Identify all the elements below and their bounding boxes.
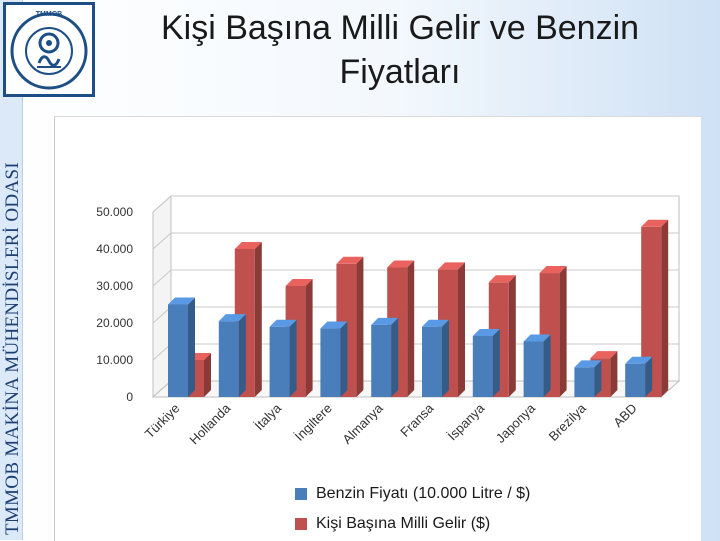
income-bar-side — [254, 242, 262, 397]
organization-logo: TMMOB — [3, 2, 95, 97]
fuel-price-bar — [218, 321, 239, 397]
category-label: Hollanda — [186, 400, 233, 447]
income-bar-side — [458, 262, 465, 397]
fuel-price-bar-side — [391, 317, 399, 397]
logo-top-text: TMMOB — [36, 11, 62, 18]
income-bar-top — [387, 260, 415, 268]
fuel-price-bar — [523, 341, 544, 397]
fuel-price-bar-side — [543, 334, 551, 397]
fuel-price-bar-side — [340, 321, 348, 397]
fuel-price-bar-side — [442, 319, 449, 397]
income-bar-side — [407, 260, 415, 397]
fuel-price-bar — [168, 304, 188, 397]
income-bar-top — [641, 219, 669, 227]
legend-swatch-blue — [295, 488, 307, 500]
fuel-price-bar-top — [574, 360, 602, 368]
fuel-price-bar — [269, 326, 290, 397]
fuel-price-bar-side — [188, 297, 195, 397]
category-label: Almanya — [339, 400, 386, 447]
legend-swatch-red — [295, 518, 307, 530]
fuel-price-bar-top — [472, 328, 500, 336]
organization-vertical-text: TMMOB MAKİNA MÜHENDİSLERİ ODASI — [2, 162, 23, 535]
legend-label: Benzin Fiyatı (10.000 Litre / $) — [316, 485, 531, 502]
income-bar-side — [559, 266, 567, 397]
income-bar-top — [285, 279, 313, 286]
fuel-price-bar-top — [422, 319, 449, 327]
fuel-price-bar-side — [289, 319, 297, 397]
category-label: İtalya — [252, 400, 285, 433]
income-bar-top — [488, 275, 516, 283]
y-tick-label: 50.000 — [96, 205, 133, 219]
side-band: TMMOB MAKİNA MÜHENDİSLERİ ODASI — [0, 0, 23, 540]
fuel-price-bar-side — [238, 314, 246, 397]
chart-panel: 0 10.000 20.000 30.000 40.000 50.000 Türkiye Ho… — [54, 116, 701, 541]
gridline — [152, 232, 679, 250]
income-bar-side — [204, 353, 211, 397]
income-bar-side — [305, 279, 313, 397]
fuel-price-bar-side — [594, 360, 602, 397]
fuel-price-bar — [625, 363, 646, 397]
income-bar-top — [590, 351, 618, 359]
legend-label: Kişi Başına Milli Gelir ($) — [316, 515, 491, 532]
category-label: ABD — [610, 401, 640, 431]
income-bar — [641, 226, 662, 397]
category-label: Japonya — [493, 400, 539, 446]
bar-chart: 0 10.000 20.000 30.000 40.000 50.000 Türkiye Ho… — [96, 194, 681, 447]
income-bar-side — [661, 219, 669, 397]
category-label: Fransa — [397, 400, 437, 440]
legend-item-fuel-price: Benzin Fiyatı (10.000 Litre / $) — [295, 479, 530, 509]
fuel-price-bar — [371, 324, 392, 397]
gear-emblem-icon — [37, 32, 61, 68]
fuel-price-bar — [574, 367, 595, 397]
y-tick-label: 0 — [126, 390, 133, 404]
income-bar-top — [438, 262, 465, 270]
fuel-price-bar — [422, 326, 442, 397]
slide-title: Kişi Başına Milli Gelir ve Benzin Fiyatl… — [160, 9, 640, 91]
category-label: Brezilya — [546, 400, 590, 444]
gridline — [152, 269, 679, 287]
category-label: İspanya — [445, 400, 488, 443]
legend-item-income: Kişi Başına Milli Gelir ($) — [295, 509, 530, 539]
chart-legend: Benzin Fiyatı (10.000 Litre / $) Kişi Ba… — [295, 479, 530, 539]
fuel-price-bar-top — [218, 314, 246, 322]
fuel-price-bar — [472, 335, 493, 397]
y-tick-label: 30.000 — [96, 279, 133, 293]
fuel-price-bar — [320, 328, 341, 397]
fuel-price-bar-side — [645, 356, 653, 397]
category-label: İngiltere — [292, 401, 335, 444]
fuel-price-bar-top — [168, 297, 195, 305]
income-bar-side — [356, 256, 364, 397]
income-bar-side — [508, 275, 516, 397]
income-bar-top — [234, 242, 262, 249]
y-tick-label: 10.000 — [96, 353, 133, 367]
income-bar-top — [336, 256, 364, 264]
income-bar-top — [539, 266, 567, 274]
fuel-price-bar-top — [269, 319, 297, 327]
gridline — [152, 195, 679, 213]
fuel-price-bar-top — [625, 356, 653, 364]
category-label: Türkiye — [142, 401, 183, 442]
fuel-price-bar-top — [371, 317, 399, 325]
y-tick-label: 20.000 — [96, 316, 133, 330]
fuel-price-bar-top — [523, 334, 551, 342]
y-tick-label: 40.000 — [96, 242, 133, 256]
fuel-price-bar-side — [492, 328, 500, 397]
income-bar-side — [610, 351, 618, 397]
fuel-price-bar-top — [320, 321, 348, 329]
